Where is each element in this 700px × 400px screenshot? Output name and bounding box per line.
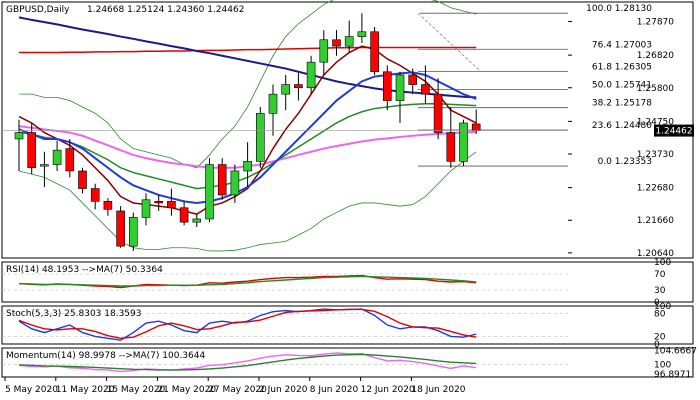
indicator-tick-label: 100 bbox=[654, 361, 671, 371]
candle-body bbox=[471, 123, 481, 131]
indicator-title: Momentum(14) 98.9978 -->MA(7) 100.3644 bbox=[6, 351, 205, 361]
candle-body bbox=[344, 36, 354, 47]
candle-body bbox=[230, 170, 240, 196]
candle-body bbox=[421, 84, 430, 95]
candle-body bbox=[217, 164, 227, 196]
indicator-series-line bbox=[18, 308, 477, 341]
candle-body bbox=[116, 210, 125, 247]
candle-body bbox=[243, 161, 252, 172]
indicator-pane-frame bbox=[1, 347, 694, 378]
moving-average-line bbox=[19, 46, 477, 54]
indicator-title: RSI(14) 48.1953 -->MA(7) 50.3364 bbox=[6, 265, 163, 275]
moving-average-line bbox=[18, 45, 477, 215]
time-tick-label: 8 Jun 2020 bbox=[310, 385, 359, 395]
candle-body bbox=[192, 218, 202, 223]
fib-level-label: 100.0 1.28130 bbox=[586, 4, 652, 14]
indicator-tick-label: 80 bbox=[654, 310, 666, 320]
price-tick-label: 1.25800 bbox=[637, 84, 674, 94]
indicator-series-line bbox=[18, 353, 477, 371]
price-pane: 1.27870 1.26820 1.25800 1.24750 1.23730 1.226… bbox=[1, 0, 694, 259]
candle-body bbox=[78, 170, 87, 189]
chart-ohlc: 1.24668 1.25124 1.24360 1.24462 bbox=[87, 5, 244, 15]
candle-body bbox=[433, 93, 443, 133]
indicator-panes: 100 70 30 0 RSI(14) 48.1953 -->MA(7) 50.3364… bbox=[1, 258, 697, 380]
fib-level-label: 50.0 1.25741 bbox=[592, 81, 652, 91]
indicator-tick-label: 20 bbox=[654, 332, 666, 342]
moving-average-line bbox=[18, 16, 477, 99]
candle-body bbox=[90, 188, 100, 202]
time-tick-label: 15 May 2020 bbox=[107, 385, 166, 395]
time-tick-label: 27 May 2020 bbox=[208, 385, 267, 395]
indicator-pane-frame bbox=[1, 261, 694, 303]
price-tick-label: 1.20640 bbox=[637, 249, 674, 259]
candle-body bbox=[205, 164, 214, 220]
indicator-series-line bbox=[18, 275, 477, 287]
candle-body bbox=[129, 217, 138, 247]
candle-body bbox=[255, 113, 265, 162]
fib-level-label: 76.4 1.27003 bbox=[592, 40, 652, 50]
bollinger-band-line bbox=[19, 0, 477, 169]
time-tick-label: 5 May 2020 bbox=[5, 385, 58, 395]
candle-body bbox=[382, 71, 392, 101]
indicator-tick-label: 96.8971 bbox=[654, 370, 691, 380]
candle-body bbox=[154, 201, 163, 204]
time-tick-label: 18 Jun 2020 bbox=[411, 385, 465, 395]
indicator-tick-label: 100 bbox=[654, 258, 671, 268]
time-tick-label: 12 Jun 2020 bbox=[361, 385, 415, 395]
candle-body bbox=[332, 39, 341, 47]
candle-body bbox=[294, 84, 303, 89]
indicator-series-line bbox=[18, 352, 477, 373]
time-tick-label: 11 May 2020 bbox=[56, 385, 115, 395]
candle-body bbox=[395, 74, 405, 101]
indicator-tick-label: 0 bbox=[654, 340, 660, 350]
candle-body bbox=[141, 199, 151, 218]
current-price-label-box bbox=[654, 124, 694, 137]
fib-level-label: 38.2 1.25178 bbox=[592, 99, 652, 109]
time-tick-label: 2 Jun 2020 bbox=[259, 385, 308, 395]
fib-level-label: 61.8 1.26305 bbox=[592, 63, 652, 73]
candle-body bbox=[179, 207, 189, 223]
candle-body bbox=[281, 84, 291, 95]
candle-body bbox=[459, 122, 468, 162]
indicator-tick-label: 0 bbox=[654, 298, 660, 308]
fib-level-label: 0.0 1.23353 bbox=[598, 157, 652, 167]
price-tick-label: 1.27870 bbox=[637, 18, 674, 28]
indicator-series-line bbox=[18, 274, 477, 289]
indicator-title: Stoch(5,3,3) 25.8303 18.3593 bbox=[6, 309, 141, 319]
candle-body bbox=[446, 132, 456, 162]
indicator-tick-label: 30 bbox=[654, 286, 666, 296]
price-tick-label: 1.24750 bbox=[637, 117, 674, 127]
indicator-tick-label: 100 bbox=[654, 302, 671, 312]
candle-body bbox=[14, 132, 24, 140]
candle-body bbox=[370, 31, 379, 73]
price-tick-label: 1.23730 bbox=[637, 150, 674, 160]
candle-body bbox=[268, 93, 278, 114]
indicator-tick-label: 104.6667 bbox=[654, 346, 697, 356]
indicator-pane-frame bbox=[1, 305, 694, 345]
candle-body bbox=[40, 164, 49, 167]
current-price-label: 1.24462 bbox=[655, 127, 692, 137]
candle-body bbox=[167, 201, 176, 209]
candle-body bbox=[65, 148, 75, 172]
candle-body bbox=[408, 74, 418, 85]
fib-trend-line bbox=[417, 12, 481, 72]
price-tick-label: 1.22680 bbox=[637, 184, 674, 194]
indicator-series-line bbox=[18, 308, 477, 340]
price-tick-label: 1.26820 bbox=[637, 51, 674, 61]
indicator-tick-label: 70 bbox=[654, 270, 666, 280]
candle-body bbox=[52, 149, 62, 165]
chart-symbol: GBPUSD,Daily bbox=[6, 5, 70, 15]
candle-body bbox=[357, 31, 367, 37]
candle-body bbox=[27, 132, 37, 169]
time-tick-label: 21 May 2020 bbox=[157, 385, 216, 395]
price-tick-label: 1.21660 bbox=[637, 216, 674, 226]
candle-body bbox=[306, 61, 316, 89]
bollinger-band-line bbox=[18, 151, 477, 252]
candle-body bbox=[103, 201, 113, 210]
fib-level-label: 23.6 1.24480 bbox=[592, 121, 652, 131]
candle-body bbox=[319, 39, 329, 63]
